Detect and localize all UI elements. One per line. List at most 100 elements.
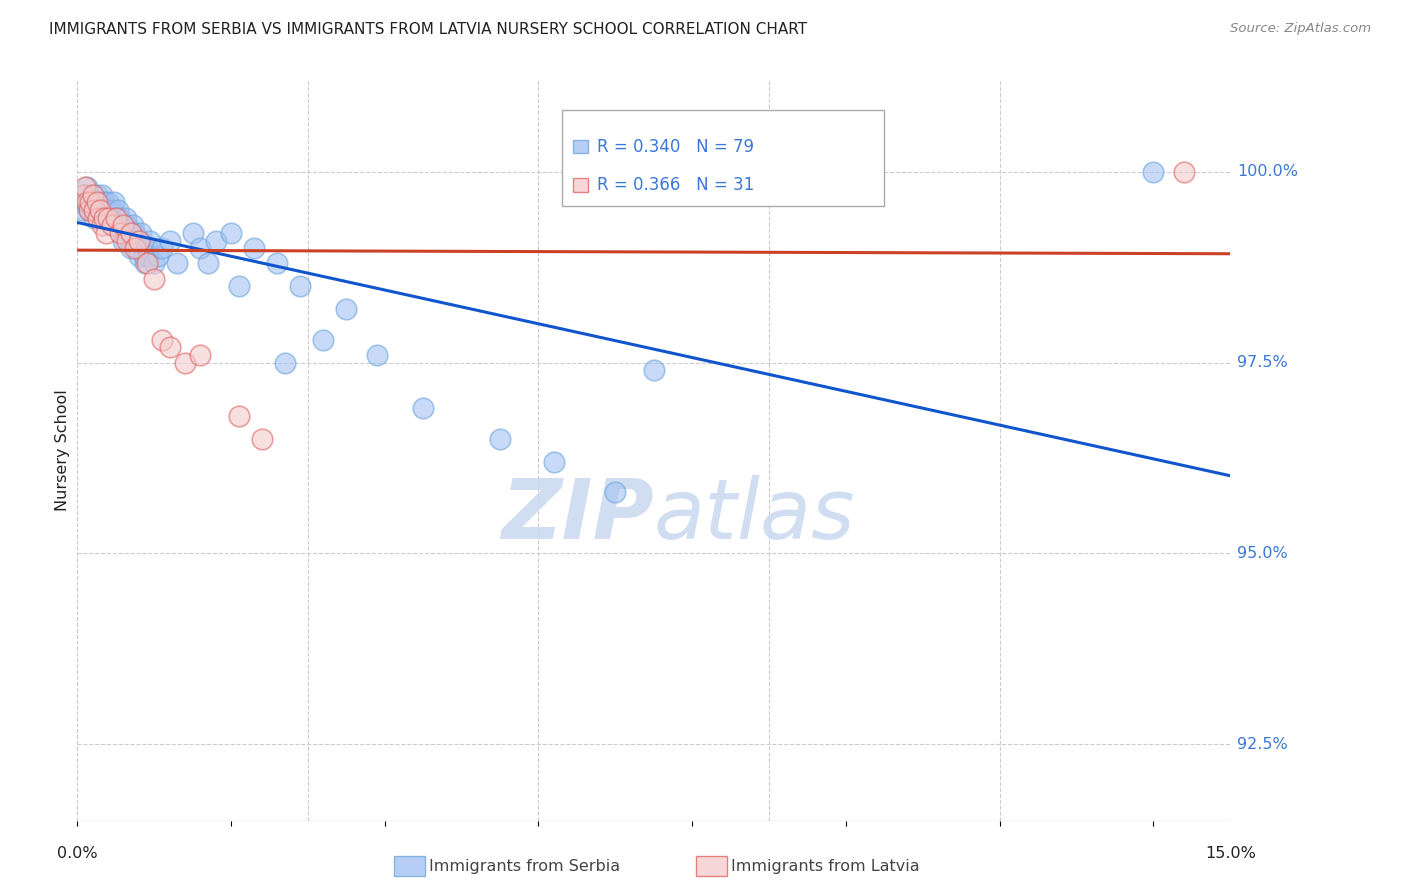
Point — [143, 271, 166, 285]
Text: 15.0%: 15.0% — [1205, 846, 1256, 861]
Point — [94, 211, 117, 225]
Point — [89, 195, 111, 210]
Point — [112, 219, 135, 233]
Point — [103, 202, 125, 217]
Point — [89, 202, 111, 217]
Point — [120, 226, 142, 240]
Point — [166, 256, 188, 270]
Point — [643, 363, 665, 377]
Point — [93, 211, 115, 225]
Point — [76, 180, 98, 194]
Point — [111, 226, 134, 240]
Point — [72, 187, 94, 202]
Point — [174, 356, 197, 370]
Text: IMMIGRANTS FROM SERBIA VS IMMIGRANTS FROM LATVIA NURSERY SCHOOL CORRELATION CHAR: IMMIGRANTS FROM SERBIA VS IMMIGRANTS FRO… — [49, 22, 807, 37]
Point — [1173, 165, 1195, 179]
Point — [136, 249, 159, 263]
Point — [82, 202, 104, 217]
Point — [228, 279, 250, 293]
Point — [108, 226, 131, 240]
Text: 95.0%: 95.0% — [1237, 546, 1288, 561]
Point — [76, 187, 98, 202]
Point — [131, 241, 153, 255]
Point — [243, 241, 266, 255]
Point — [79, 195, 101, 210]
Point — [135, 256, 157, 270]
Point — [129, 226, 152, 240]
Point — [80, 187, 103, 202]
Point — [101, 219, 124, 233]
Text: R = 0.366   N = 31: R = 0.366 N = 31 — [596, 176, 754, 194]
Point — [105, 219, 128, 233]
Point — [127, 241, 149, 255]
Point — [117, 234, 139, 248]
Bar — [574, 178, 588, 192]
Point — [159, 340, 181, 354]
Point — [335, 302, 357, 317]
Point — [118, 226, 141, 240]
Y-axis label: Nursery School: Nursery School — [55, 390, 70, 511]
Point — [159, 234, 181, 248]
Point — [489, 432, 512, 446]
Text: 92.5%: 92.5% — [1237, 737, 1288, 752]
Text: Immigrants from Latvia: Immigrants from Latvia — [731, 859, 920, 873]
Text: R = 0.340   N = 79: R = 0.340 N = 79 — [596, 137, 754, 155]
Point — [219, 226, 242, 240]
Point — [112, 234, 135, 248]
Point — [124, 241, 146, 255]
Text: atlas: atlas — [654, 475, 855, 556]
Point — [120, 241, 142, 255]
Point — [87, 195, 110, 210]
Point — [91, 202, 114, 217]
Point — [250, 432, 273, 446]
Point — [290, 279, 312, 293]
Point — [104, 211, 127, 225]
Point — [87, 211, 110, 225]
Point — [76, 195, 98, 210]
Point — [77, 202, 100, 217]
Point — [100, 211, 122, 225]
Point — [87, 202, 110, 217]
Text: Source: ZipAtlas.com: Source: ZipAtlas.com — [1230, 22, 1371, 36]
Point — [197, 256, 219, 270]
Point — [274, 356, 297, 370]
Point — [150, 333, 173, 347]
Point — [366, 348, 388, 362]
Point — [70, 195, 93, 210]
Point — [146, 249, 169, 263]
Point — [103, 195, 125, 210]
Point — [73, 180, 96, 194]
Point — [118, 234, 141, 248]
Point — [104, 211, 127, 225]
Point — [188, 348, 211, 362]
Point — [97, 211, 120, 225]
Point — [117, 219, 139, 233]
Point — [135, 241, 157, 255]
Point — [143, 256, 166, 270]
Point — [72, 187, 94, 202]
Point — [94, 226, 117, 240]
Point — [128, 234, 150, 248]
Point — [73, 195, 96, 210]
Point — [83, 202, 105, 217]
Point — [122, 219, 145, 233]
Bar — [574, 140, 588, 153]
Point — [86, 187, 108, 202]
Point — [82, 187, 104, 202]
Bar — [561, 110, 884, 206]
Point — [139, 234, 162, 248]
Point — [125, 234, 148, 248]
Point — [129, 234, 152, 248]
Point — [1142, 165, 1164, 179]
Point — [108, 211, 131, 225]
Point — [312, 333, 335, 347]
Point — [188, 241, 211, 255]
Point — [86, 195, 108, 210]
Point — [90, 187, 112, 202]
Point — [124, 226, 146, 240]
Point — [605, 485, 627, 500]
Point — [128, 249, 150, 263]
Point — [110, 219, 132, 233]
Point — [114, 211, 136, 225]
Text: 100.0%: 100.0% — [1237, 164, 1298, 179]
